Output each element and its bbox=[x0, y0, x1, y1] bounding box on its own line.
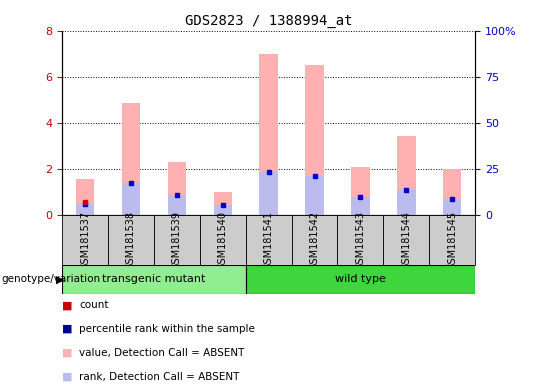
Text: percentile rank within the sample: percentile rank within the sample bbox=[79, 324, 255, 334]
Bar bbox=[259, 54, 278, 215]
Bar bbox=[122, 183, 140, 215]
Text: GSM181545: GSM181545 bbox=[447, 210, 457, 270]
Text: GSM181541: GSM181541 bbox=[264, 210, 274, 270]
Text: GSM181544: GSM181544 bbox=[401, 210, 411, 270]
Text: GSM181537: GSM181537 bbox=[80, 210, 90, 270]
Bar bbox=[305, 65, 323, 215]
Text: value, Detection Call = ABSENT: value, Detection Call = ABSENT bbox=[79, 348, 245, 358]
Bar bbox=[200, 215, 246, 265]
Bar bbox=[167, 162, 186, 215]
Text: ■: ■ bbox=[62, 372, 72, 382]
Text: GSM181543: GSM181543 bbox=[355, 210, 366, 270]
Bar bbox=[443, 199, 461, 215]
Bar bbox=[429, 215, 475, 265]
Bar bbox=[259, 172, 278, 215]
Bar bbox=[214, 192, 232, 215]
Bar bbox=[351, 167, 369, 215]
Bar bbox=[443, 169, 461, 215]
Title: GDS2823 / 1388994_at: GDS2823 / 1388994_at bbox=[185, 14, 353, 28]
Bar bbox=[122, 103, 140, 215]
Bar bbox=[246, 215, 292, 265]
Text: GSM181542: GSM181542 bbox=[309, 210, 320, 270]
Text: count: count bbox=[79, 300, 109, 310]
Text: GSM181538: GSM181538 bbox=[126, 210, 136, 270]
Bar bbox=[351, 197, 369, 215]
Text: GSM181540: GSM181540 bbox=[218, 210, 228, 270]
Bar bbox=[108, 215, 154, 265]
Text: GSM181539: GSM181539 bbox=[172, 210, 182, 270]
Bar bbox=[214, 205, 232, 215]
Bar bbox=[383, 215, 429, 265]
Bar bbox=[246, 265, 475, 294]
Text: ■: ■ bbox=[62, 324, 72, 334]
Text: ▶: ▶ bbox=[56, 274, 64, 285]
Text: genotype/variation: genotype/variation bbox=[2, 274, 101, 285]
Bar bbox=[76, 204, 94, 215]
Text: wild type: wild type bbox=[335, 274, 386, 285]
Text: ■: ■ bbox=[62, 300, 72, 310]
Bar bbox=[397, 190, 416, 215]
Text: ■: ■ bbox=[62, 348, 72, 358]
Bar bbox=[154, 215, 200, 265]
Bar bbox=[397, 136, 416, 215]
Bar bbox=[76, 179, 94, 215]
Bar bbox=[62, 265, 246, 294]
Bar bbox=[338, 215, 383, 265]
Bar bbox=[292, 215, 338, 265]
Text: rank, Detection Call = ABSENT: rank, Detection Call = ABSENT bbox=[79, 372, 240, 382]
Bar bbox=[305, 176, 323, 215]
Bar bbox=[62, 215, 108, 265]
Bar bbox=[167, 195, 186, 215]
Text: transgenic mutant: transgenic mutant bbox=[102, 274, 206, 285]
